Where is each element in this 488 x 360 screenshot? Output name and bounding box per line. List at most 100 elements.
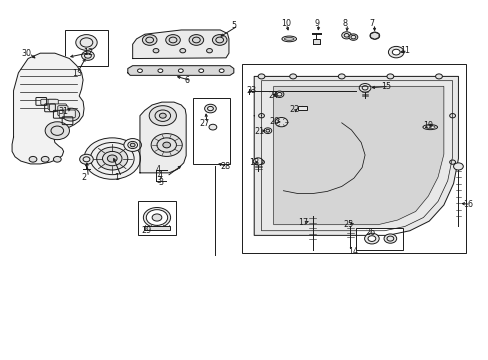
Text: 19: 19: [423, 121, 433, 130]
Text: 17: 17: [297, 219, 307, 228]
Text: 4: 4: [156, 166, 161, 175]
Text: 24: 24: [268, 91, 278, 100]
Circle shape: [265, 129, 269, 132]
Bar: [297, 106, 306, 111]
Text: 4: 4: [158, 171, 163, 180]
Text: 3: 3: [158, 178, 163, 187]
Circle shape: [165, 35, 180, 45]
Circle shape: [45, 122, 69, 140]
Circle shape: [258, 160, 264, 164]
Circle shape: [143, 207, 170, 228]
Text: 25: 25: [343, 220, 353, 229]
Polygon shape: [254, 76, 458, 235]
Circle shape: [258, 113, 264, 118]
Text: 30: 30: [22, 49, 32, 58]
Circle shape: [387, 46, 403, 58]
Text: 18: 18: [249, 158, 259, 167]
Polygon shape: [12, 53, 84, 164]
FancyBboxPatch shape: [58, 106, 68, 116]
Circle shape: [348, 34, 357, 40]
Text: 9: 9: [313, 19, 319, 28]
Text: 15: 15: [381, 82, 391, 91]
Circle shape: [97, 147, 127, 170]
Circle shape: [180, 49, 185, 53]
Circle shape: [53, 157, 61, 162]
Text: 11: 11: [400, 46, 410, 55]
Text: 10: 10: [281, 19, 291, 28]
Circle shape: [275, 117, 287, 127]
Circle shape: [258, 74, 264, 79]
Ellipse shape: [284, 37, 293, 40]
Circle shape: [163, 142, 170, 148]
Circle shape: [341, 32, 351, 39]
Circle shape: [189, 35, 203, 45]
Text: 6: 6: [184, 76, 189, 85]
Circle shape: [41, 157, 49, 162]
Circle shape: [206, 49, 212, 53]
Text: 7: 7: [369, 19, 374, 28]
Polygon shape: [127, 66, 233, 75]
Bar: [64, 30, 108, 66]
Polygon shape: [273, 86, 443, 225]
Ellipse shape: [422, 125, 437, 130]
Bar: [144, 226, 169, 230]
Circle shape: [275, 91, 284, 98]
Text: 16: 16: [462, 200, 472, 209]
Circle shape: [391, 49, 399, 55]
Text: 20: 20: [269, 117, 279, 126]
Text: 23: 23: [246, 86, 256, 95]
Text: 3: 3: [156, 176, 161, 185]
Circle shape: [29, 157, 37, 162]
Text: 14: 14: [348, 247, 358, 256]
Ellipse shape: [282, 36, 296, 42]
Circle shape: [62, 108, 80, 121]
Circle shape: [449, 160, 455, 164]
Text: 21: 21: [254, 127, 264, 136]
Polygon shape: [370, 32, 378, 39]
Circle shape: [369, 32, 379, 39]
Circle shape: [84, 138, 140, 179]
Circle shape: [264, 128, 271, 134]
Circle shape: [142, 35, 157, 45]
Circle shape: [159, 113, 166, 118]
Circle shape: [435, 74, 442, 79]
Circle shape: [383, 234, 396, 243]
Circle shape: [80, 154, 93, 164]
Circle shape: [367, 236, 375, 242]
Text: 1: 1: [114, 173, 119, 182]
Circle shape: [449, 113, 455, 118]
Bar: [356, 228, 402, 249]
Circle shape: [289, 74, 296, 79]
FancyBboxPatch shape: [48, 99, 58, 110]
Circle shape: [338, 74, 345, 79]
Circle shape: [130, 143, 135, 147]
FancyBboxPatch shape: [49, 104, 66, 111]
Text: 26: 26: [365, 228, 374, 237]
Bar: [137, 202, 176, 235]
Circle shape: [199, 69, 203, 72]
Circle shape: [146, 210, 167, 225]
Circle shape: [137, 69, 142, 72]
Circle shape: [151, 134, 182, 157]
Ellipse shape: [425, 126, 434, 129]
Circle shape: [204, 104, 216, 113]
Circle shape: [107, 155, 117, 162]
Bar: [312, 39, 320, 44]
Text: 29: 29: [141, 226, 151, 235]
Circle shape: [453, 163, 462, 170]
Text: 27: 27: [200, 119, 209, 128]
Circle shape: [208, 124, 216, 130]
Circle shape: [152, 214, 162, 221]
Circle shape: [253, 158, 263, 165]
Circle shape: [81, 51, 94, 60]
Circle shape: [212, 35, 226, 45]
Polygon shape: [132, 30, 228, 59]
Text: 5: 5: [230, 21, 236, 30]
Circle shape: [153, 49, 159, 53]
Circle shape: [123, 139, 141, 152]
Circle shape: [76, 35, 97, 50]
Circle shape: [359, 84, 370, 92]
Text: 22: 22: [288, 105, 299, 114]
Circle shape: [219, 69, 224, 72]
Circle shape: [386, 74, 393, 79]
